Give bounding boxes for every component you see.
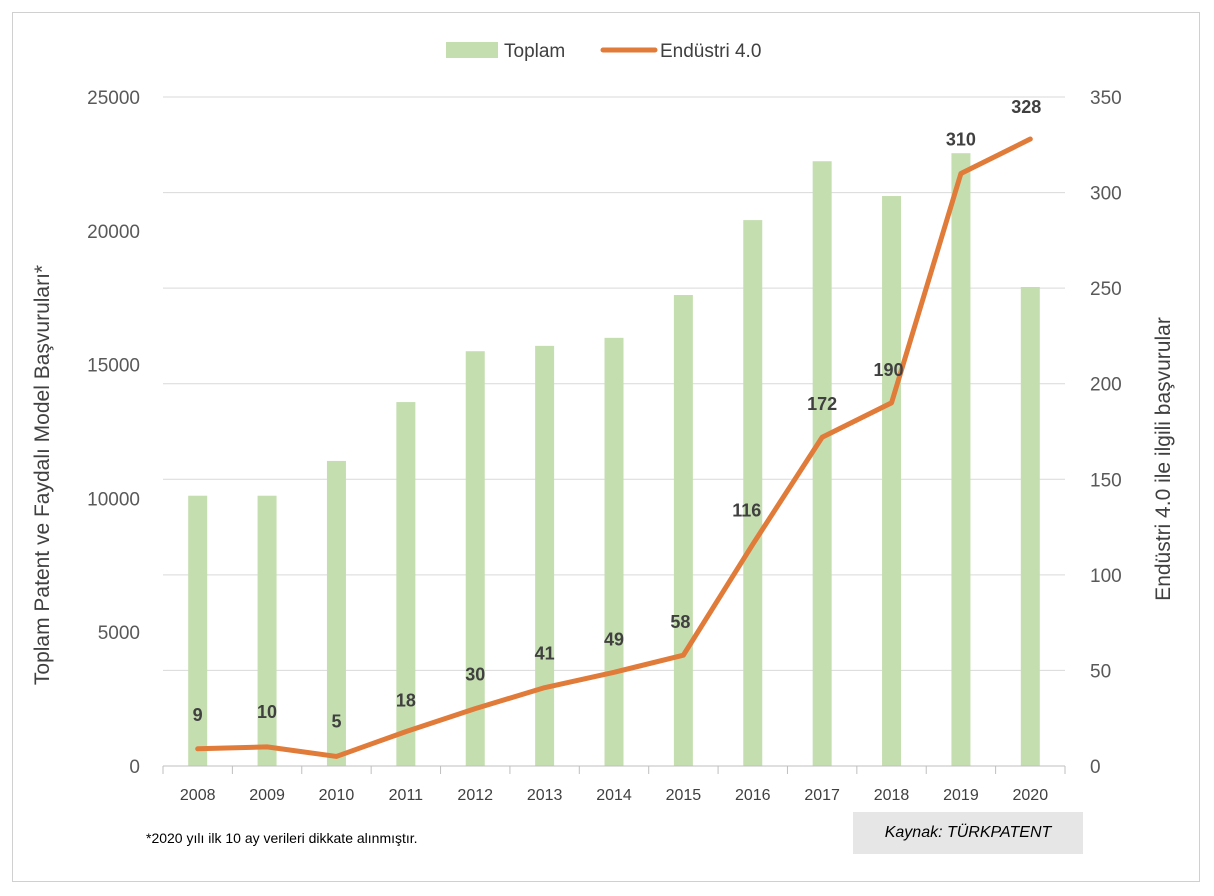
legend-label-endustri: Endüstri 4.0 <box>660 41 761 62</box>
legend-swatch-toplam <box>446 42 498 58</box>
y-right-tick-label: 50 <box>1090 661 1111 682</box>
x-tick-label: 2016 <box>735 787 771 804</box>
y-right-tick-label: 0 <box>1090 757 1101 778</box>
y-axis-right-title: Endüstri 4.0 ile ilgili başvurular <box>1152 317 1175 601</box>
x-tick-label: 2009 <box>249 787 285 804</box>
x-tick-label: 2012 <box>457 787 493 804</box>
y-axis-left: 0 5000 10000 15000 20000 25000 <box>87 88 140 778</box>
bar-2016 <box>743 220 763 766</box>
bar-2020 <box>1020 286 1040 766</box>
bar-2008 <box>188 495 208 766</box>
data-label: 5 <box>331 711 341 731</box>
data-label: 9 <box>193 705 203 725</box>
x-tick-label: 2018 <box>874 787 910 804</box>
legend: Toplam Endüstri 4.0 <box>446 41 761 62</box>
data-label: 190 <box>874 360 904 380</box>
bar-2010 <box>326 460 346 766</box>
x-axis: 2008 2009 2010 2011 2012 2013 2014 2015 2016 2017… <box>162 765 1066 804</box>
x-tick-label: 2013 <box>527 787 563 804</box>
x-tick-label: 2011 <box>389 787 424 804</box>
data-label: 10 <box>257 702 277 722</box>
y-left-tick-label: 15000 <box>87 356 140 377</box>
line-endustri <box>195 136 1033 759</box>
x-tick-label: 2015 <box>666 787 702 804</box>
source-label: Kaynak: TÜRKPATENT <box>884 824 1052 841</box>
y-right-tick-label: 250 <box>1090 279 1122 300</box>
data-label: 58 <box>670 612 690 632</box>
y-axis-left-title: Toplam Patent ve Faydalı Model Başvurula… <box>31 265 54 685</box>
y-right-tick-label: 100 <box>1090 566 1122 587</box>
line-data-labels: 9 10 5 18 30 41 49 58 116 172 190 310 328 <box>193 97 1042 731</box>
bar-2009 <box>257 495 277 766</box>
y-right-tick-label: 300 <box>1090 184 1122 205</box>
x-tick-label: 2020 <box>1013 787 1049 804</box>
legend-label-toplam: Toplam <box>504 41 565 62</box>
data-label: 41 <box>535 644 555 664</box>
bar-2017 <box>812 161 832 766</box>
footnote: *2020 yılı ilk 10 ay verileri dikkate al… <box>146 830 418 846</box>
bar-2014 <box>604 337 624 766</box>
data-label: 310 <box>946 129 976 149</box>
data-label: 172 <box>807 394 837 414</box>
y-left-tick-label: 10000 <box>87 489 140 510</box>
y-left-tick-label: 5000 <box>98 623 140 644</box>
y-axis-right: 0 50 100 150 200 250 300 350 <box>1090 88 1122 778</box>
data-label: 18 <box>396 691 416 711</box>
bar-2019 <box>951 153 971 767</box>
data-label: 49 <box>604 629 624 649</box>
data-label: 328 <box>1011 97 1041 117</box>
bar-2011 <box>396 402 416 766</box>
y-right-tick-label: 350 <box>1090 88 1122 109</box>
bar-2013 <box>535 345 555 766</box>
line-series-endustri <box>195 136 1033 759</box>
bar-2018 <box>882 196 902 767</box>
data-label: 116 <box>732 500 761 520</box>
x-tick-label: 2010 <box>319 787 355 804</box>
x-tick-label: 2017 <box>804 787 840 804</box>
bar-2012 <box>465 351 485 766</box>
bar-2015 <box>673 295 693 766</box>
y-right-tick-label: 200 <box>1090 375 1122 396</box>
y-left-tick-label: 20000 <box>87 222 140 243</box>
y-left-tick-label: 0 <box>129 757 140 778</box>
gridlines <box>163 96 1065 671</box>
y-right-tick-label: 150 <box>1090 470 1122 491</box>
source-box: Kaynak: TÜRKPATENT <box>853 812 1083 854</box>
data-label: 30 <box>465 665 485 685</box>
x-tick-label: 2008 <box>180 787 216 804</box>
x-tick-label: 2019 <box>943 787 979 804</box>
x-tick-label: 2014 <box>596 787 632 804</box>
y-left-tick-label: 25000 <box>87 88 140 109</box>
